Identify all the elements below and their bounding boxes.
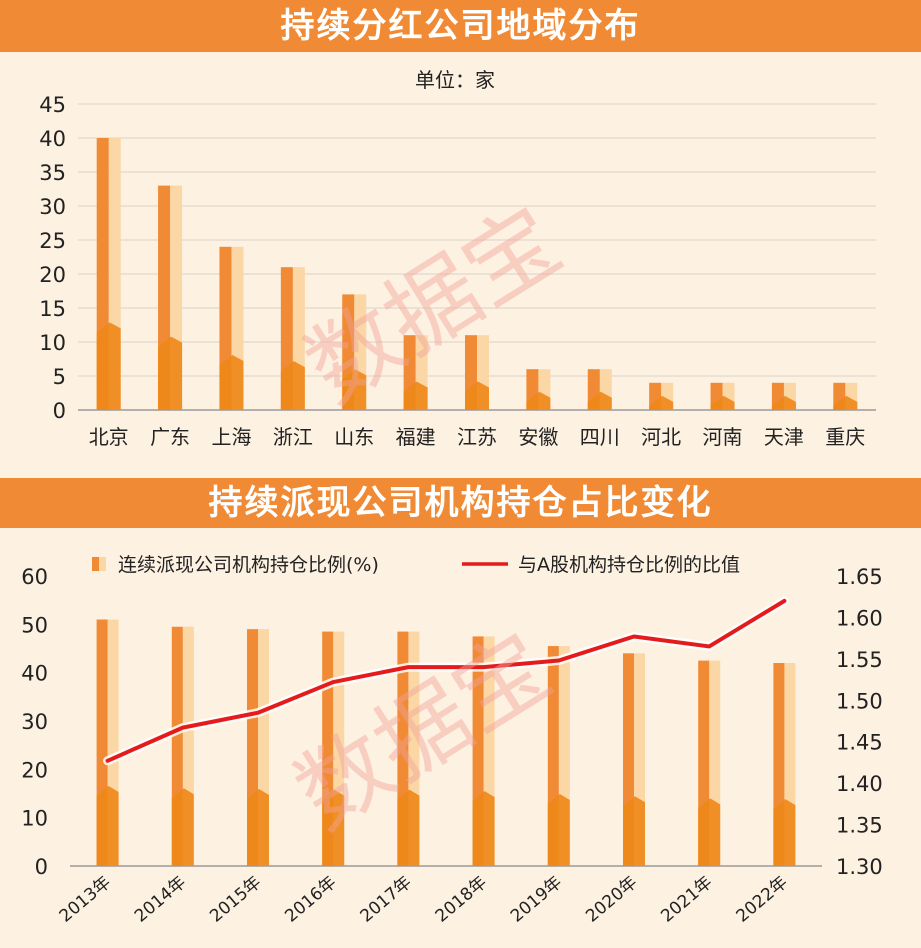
chart1-y-tick: 40	[39, 127, 66, 151]
chart2-left-tick: 20	[21, 758, 48, 782]
chart1-bar	[526, 369, 551, 410]
chart1-bar	[158, 185, 183, 410]
chart2-left-tick: 0	[35, 855, 48, 879]
chart1-bar	[771, 382, 796, 410]
chart1-y-tick: 5	[53, 365, 66, 389]
chart1-bar	[649, 382, 674, 410]
chart1-unit-label: 单位：家	[415, 68, 495, 92]
chart2-right-tick: 1.60	[836, 606, 883, 630]
chart1-y-tick: 15	[39, 297, 66, 321]
chart1-bar	[219, 246, 244, 410]
chart2-bar	[698, 660, 721, 866]
chart2-x-tick: 2016年	[281, 873, 340, 927]
chart1-x-tick: 河南	[703, 425, 743, 449]
chart2-bar	[171, 626, 194, 866]
legend-bar-swatch	[92, 557, 99, 571]
legend-bar-label: 连续派现公司机构持仓比例(%)	[118, 554, 379, 576]
chart2-x-tick: 2022年	[733, 873, 792, 927]
chart2-right-tick: 1.65	[836, 565, 883, 589]
chart2-bar	[547, 646, 570, 866]
chart1-y-tick: 45	[39, 93, 66, 117]
chart2-ratio-line	[105, 598, 787, 763]
chart1-x-tick: 四川	[580, 425, 620, 449]
chart1-y-tick: 30	[39, 195, 66, 219]
chart2-left-tick: 40	[21, 662, 48, 686]
chart1-y-tick: 35	[39, 161, 66, 185]
chart2-left-tick: 60	[21, 565, 48, 589]
legend-bar-swatch-light	[99, 557, 106, 571]
chart2-title: 持续派现公司机构持仓占比变化	[0, 478, 921, 528]
chart2-bar	[623, 653, 645, 866]
chart1-bar	[96, 138, 121, 410]
chart1-y-tick: 0	[53, 399, 66, 423]
chart2-bar	[773, 663, 796, 866]
chart2-left-tick: 30	[21, 710, 48, 734]
chart2-bar	[247, 629, 269, 866]
chart1-x-tick: 天津	[764, 425, 804, 449]
chart1-y-tick: 20	[39, 263, 66, 287]
chart2-x-tick: 2014年	[131, 873, 190, 927]
chart2-left-tick: 50	[21, 613, 48, 637]
chart1-bar	[342, 294, 367, 410]
chart2-right-tick: 1.35	[836, 814, 883, 838]
chart2-bar	[472, 636, 495, 866]
chart2-right-tick: 1.50	[836, 689, 883, 713]
chart1-bar	[833, 382, 858, 410]
chart1-x-tick: 广东	[150, 425, 190, 449]
chart1-area: 单位：家 0 5 10 15 20 25 30 35 40 45 北京 广东 上海 浙江 山东 福建 江苏 安徽 四川…	[0, 52, 921, 478]
chart1-bar	[280, 267, 305, 410]
chart2-right-tick: 1.40	[836, 772, 883, 796]
chart2-right-tick: 1.30	[836, 855, 883, 879]
chart1-x-tick: 上海	[211, 425, 251, 449]
chart1-bar	[710, 382, 735, 410]
chart2-svg: 连续派现公司机构持仓比例(%) 与A股机构持仓比例的比值 0 10 20 30 40 50 60…	[21, 554, 883, 927]
chart2-bar	[96, 619, 119, 866]
chart1-x-tick: 江苏	[457, 425, 497, 449]
chart2-x-tick: 2017年	[357, 873, 416, 927]
chart1-x-tick: 河北	[641, 425, 681, 449]
chart1-y-tick: 10	[39, 331, 66, 355]
chart2-x-tick: 2018年	[432, 873, 491, 927]
chart1-x-tick: 福建	[396, 425, 436, 449]
chart1-x-tick: 重庆	[825, 425, 865, 449]
chart2-area: 连续派现公司机构持仓比例(%) 与A股机构持仓比例的比值 0 10 20 30 40 50 60…	[0, 528, 921, 948]
chart2-x-tick: 2015年	[206, 873, 265, 927]
legend-line-label: 与A股机构持仓比例的比值	[518, 554, 740, 576]
chart1-x-tick: 浙江	[273, 425, 313, 449]
chart1-svg: 单位：家 0 5 10 15 20 25 30 35 40 45 北京 广东 上海 浙江 山东 福建 江苏 安徽 四川…	[39, 68, 876, 449]
chart2-x-tick: 2020年	[582, 873, 641, 927]
chart1-bar	[403, 335, 428, 410]
chart2-left-tick: 10	[21, 807, 48, 831]
chart1-x-tick: 北京	[89, 425, 129, 449]
chart2-right-tick: 1.55	[836, 648, 883, 672]
chart1-y-tick: 25	[39, 229, 66, 253]
chart1-title: 持续分红公司地域分布	[0, 0, 921, 52]
chart2-bar	[397, 631, 420, 866]
chart1-x-tick: 山东	[334, 425, 374, 449]
chart2-x-tick: 2019年	[507, 873, 566, 927]
chart1-x-tick: 安徽	[518, 425, 558, 449]
chart2-bar	[322, 631, 345, 866]
chart2-x-tick: 2013年	[56, 873, 115, 927]
chart2-right-tick: 1.45	[836, 731, 883, 755]
chart2-x-tick: 2021年	[657, 873, 716, 927]
chart2-watermark: 数据宝	[278, 613, 569, 850]
chart1-bar	[465, 335, 489, 410]
chart1-bar	[587, 369, 612, 410]
